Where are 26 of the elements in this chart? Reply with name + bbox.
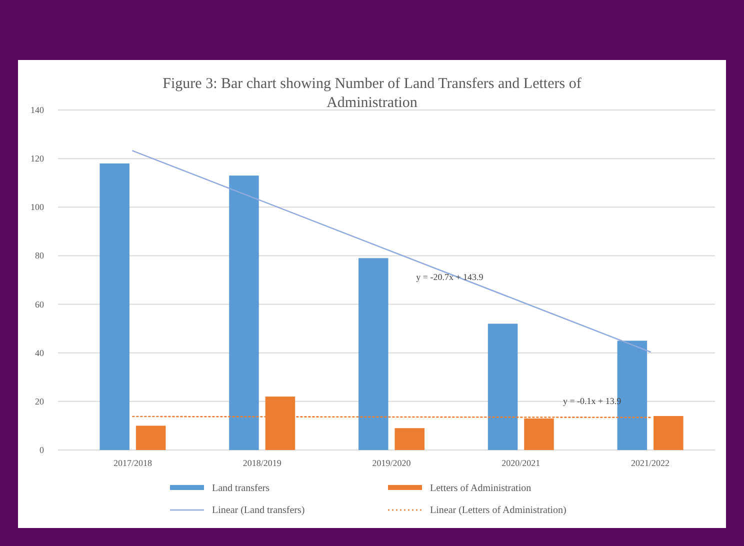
y-tick-label: 0 (40, 445, 44, 455)
chart-title: Figure 3: Bar chart showing Number of Land Transfers and Letters of Administration (162, 76, 582, 111)
y-tick-label: 100 (30, 202, 44, 212)
bar (358, 258, 388, 450)
y-tick-label: 20 (35, 396, 44, 406)
bar (136, 426, 166, 450)
legend-label: Land transfers (212, 483, 270, 494)
legend-label: Letters of Administration (430, 483, 532, 494)
y-tick-label: 140 (30, 105, 44, 115)
bar (100, 163, 130, 450)
x-tick-label: 2018/2019 (242, 458, 282, 468)
x-tick-label: 2017/2018 (113, 458, 152, 468)
y-tick-label: 40 (35, 348, 44, 358)
y-tick-label: 120 (30, 154, 44, 164)
legend-label: Linear (Land transfers) (212, 505, 305, 516)
y-tick-label: 80 (35, 250, 44, 261)
bar (654, 416, 684, 450)
bar (488, 324, 518, 450)
line-series (132, 150, 651, 353)
x-tick-label: 2020/2021 (502, 458, 540, 468)
x-tick-label: 2019/2020 (372, 458, 412, 468)
legend-label: Linear (Letters of Administration) (430, 505, 566, 516)
bar (394, 428, 424, 450)
x-tick-label: 2021/2022 (631, 458, 670, 468)
y-tick-label: 60 (35, 299, 44, 310)
bar (229, 176, 259, 450)
